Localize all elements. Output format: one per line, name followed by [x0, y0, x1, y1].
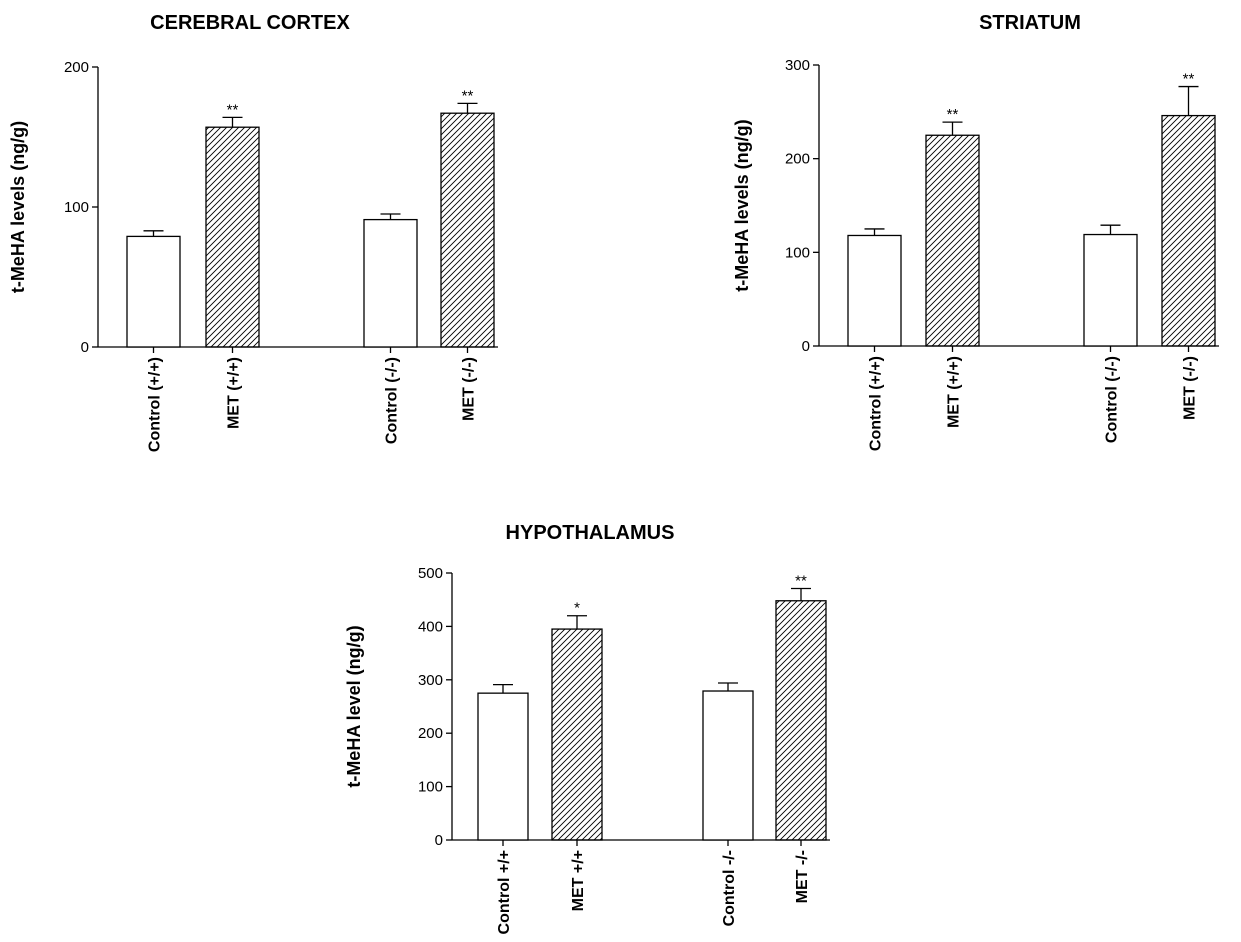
significance-label: *	[574, 600, 580, 617]
chart-title: STRIATUM	[979, 12, 1081, 34]
bar	[702, 690, 754, 841]
chart-group: 0 100 200 300 t-MeHA levels (ng/g) Control (+…	[732, 57, 1219, 451]
significance-label: **	[1183, 71, 1195, 88]
chart-title: CEREBRAL CORTEX	[150, 12, 350, 34]
bar	[363, 218, 418, 348]
y-tick-label: 0	[435, 832, 443, 849]
x-tick-label: MET +/+	[570, 850, 587, 911]
y-tick-label: 500	[418, 565, 443, 582]
chart-group: 0 100 200 300 400 500 t-MeHA level (ng/g) Contr…	[344, 565, 830, 934]
bar	[775, 600, 827, 841]
x-tick-label: MET -/-	[794, 850, 811, 903]
bar	[551, 628, 603, 841]
y-axis-label: t-MeHA levels (ng/g)	[8, 121, 28, 293]
y-tick-label: 300	[785, 57, 810, 74]
x-tick-label: Control (-/-)	[384, 357, 401, 444]
y-tick-label: 400	[418, 618, 443, 635]
y-tick-label: 300	[418, 672, 443, 689]
significance-label: **	[227, 101, 239, 118]
bar	[440, 112, 495, 348]
bar	[1083, 233, 1138, 347]
x-tick-label: MET (+/+)	[226, 357, 243, 429]
x-tick-label: Control (+/+)	[868, 356, 885, 451]
y-axis-label: t-MeHA levels (ng/g)	[732, 119, 752, 291]
bar	[925, 134, 980, 347]
y-axis-label: t-MeHA level (ng/g)	[344, 625, 364, 787]
y-tick-label: 0	[81, 339, 89, 356]
y-tick-label: 100	[418, 779, 443, 796]
y-tick-label: 200	[418, 725, 443, 742]
bar	[477, 692, 529, 841]
bar	[205, 126, 260, 348]
bar	[847, 234, 902, 347]
x-tick-label: MET (-/-)	[1182, 356, 1199, 420]
significance-label: **	[462, 87, 474, 104]
y-tick-label: 0	[802, 338, 810, 355]
y-tick-label: 200	[785, 151, 810, 168]
bar	[1161, 114, 1216, 347]
bar	[126, 235, 181, 348]
y-tick-label: 100	[785, 244, 810, 261]
significance-label: **	[947, 106, 959, 123]
x-tick-label: Control +/+	[496, 850, 513, 934]
y-tick-label: 200	[64, 59, 89, 76]
significance-label: **	[795, 572, 807, 589]
x-tick-label: Control (+/+)	[147, 357, 164, 452]
chart-group: 0 100 200 t-MeHA levels (ng/g) Control (+/+)…	[8, 59, 498, 452]
x-tick-label: Control -/-	[721, 850, 738, 926]
y-tick-label: 100	[64, 199, 89, 216]
x-tick-label: MET (+/+)	[946, 356, 963, 428]
x-tick-label: Control (-/-)	[1104, 356, 1121, 443]
chart-title: HYPOTHALAMUS	[505, 522, 675, 544]
x-tick-label: MET (-/-)	[461, 357, 478, 421]
